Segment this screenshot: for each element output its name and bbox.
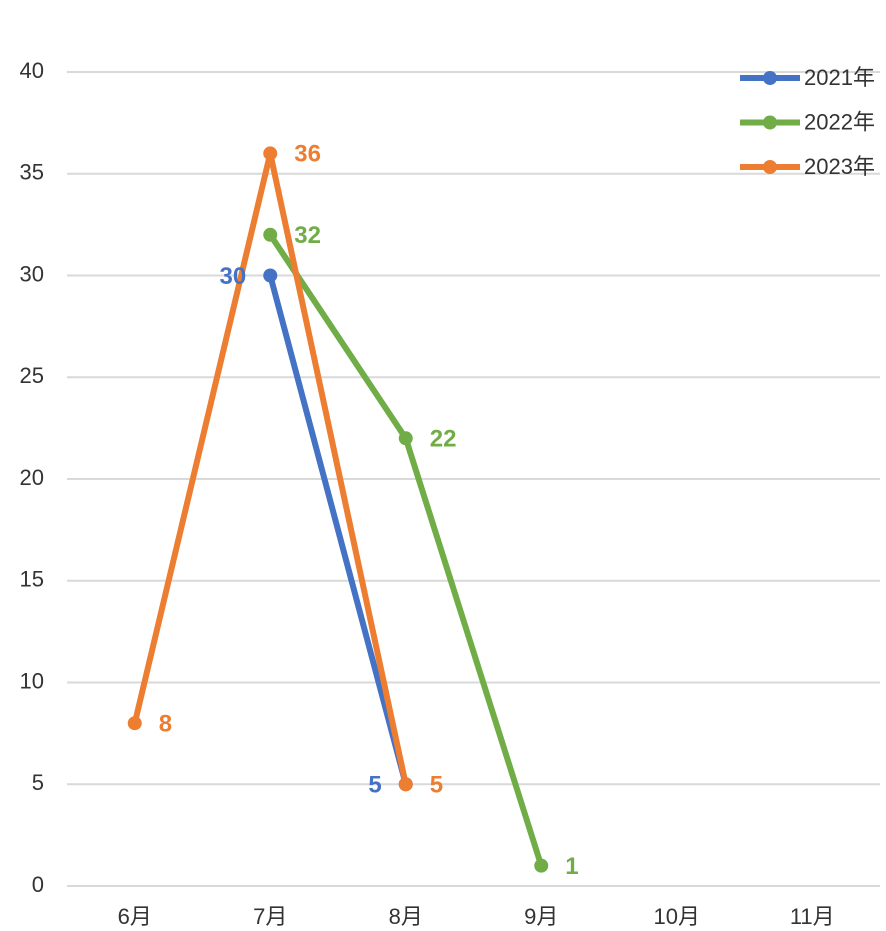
marker — [534, 858, 549, 873]
y-tick-label: 35 — [20, 160, 44, 185]
series-line — [267, 274, 409, 786]
data-label: 36 — [294, 141, 321, 168]
y-tick-label: 25 — [20, 363, 44, 388]
y-tick-label: 20 — [20, 465, 44, 490]
x-tick-label: 11月 — [790, 904, 835, 929]
data-label: 5 — [368, 772, 381, 799]
marker — [398, 777, 413, 792]
y-tick-label: 30 — [20, 261, 44, 286]
legend-label: 2021年 — [804, 65, 875, 90]
y-tick-label: 10 — [20, 668, 44, 693]
legend-label: 2023年 — [804, 154, 875, 179]
x-tick-label: 7月 — [253, 904, 287, 929]
series-line — [131, 150, 409, 785]
legend-marker — [763, 71, 777, 85]
data-label: 1 — [565, 853, 578, 880]
marker — [398, 431, 413, 446]
y-tick-label: 40 — [20, 58, 44, 83]
x-tick-label: 8月 — [389, 904, 423, 929]
marker — [263, 146, 278, 161]
x-tick-label: 6月 — [118, 904, 152, 929]
data-label: 8 — [159, 711, 172, 738]
y-tick-label: 0 — [32, 872, 44, 897]
data-label: 32 — [294, 222, 321, 249]
marker — [263, 268, 278, 283]
x-tick-label: 10月 — [654, 904, 700, 929]
data-label: 30 — [220, 263, 247, 290]
x-tick-label: 9月 — [524, 904, 558, 929]
legend-marker — [763, 160, 777, 174]
data-label: 5 — [430, 772, 443, 799]
marker — [263, 227, 278, 242]
data-label: 22 — [430, 426, 457, 453]
marker — [127, 716, 142, 731]
y-tick-label: 5 — [32, 770, 44, 795]
y-tick-label: 15 — [20, 567, 44, 592]
legend-label: 2022年 — [804, 109, 875, 134]
legend-marker — [763, 115, 777, 130]
